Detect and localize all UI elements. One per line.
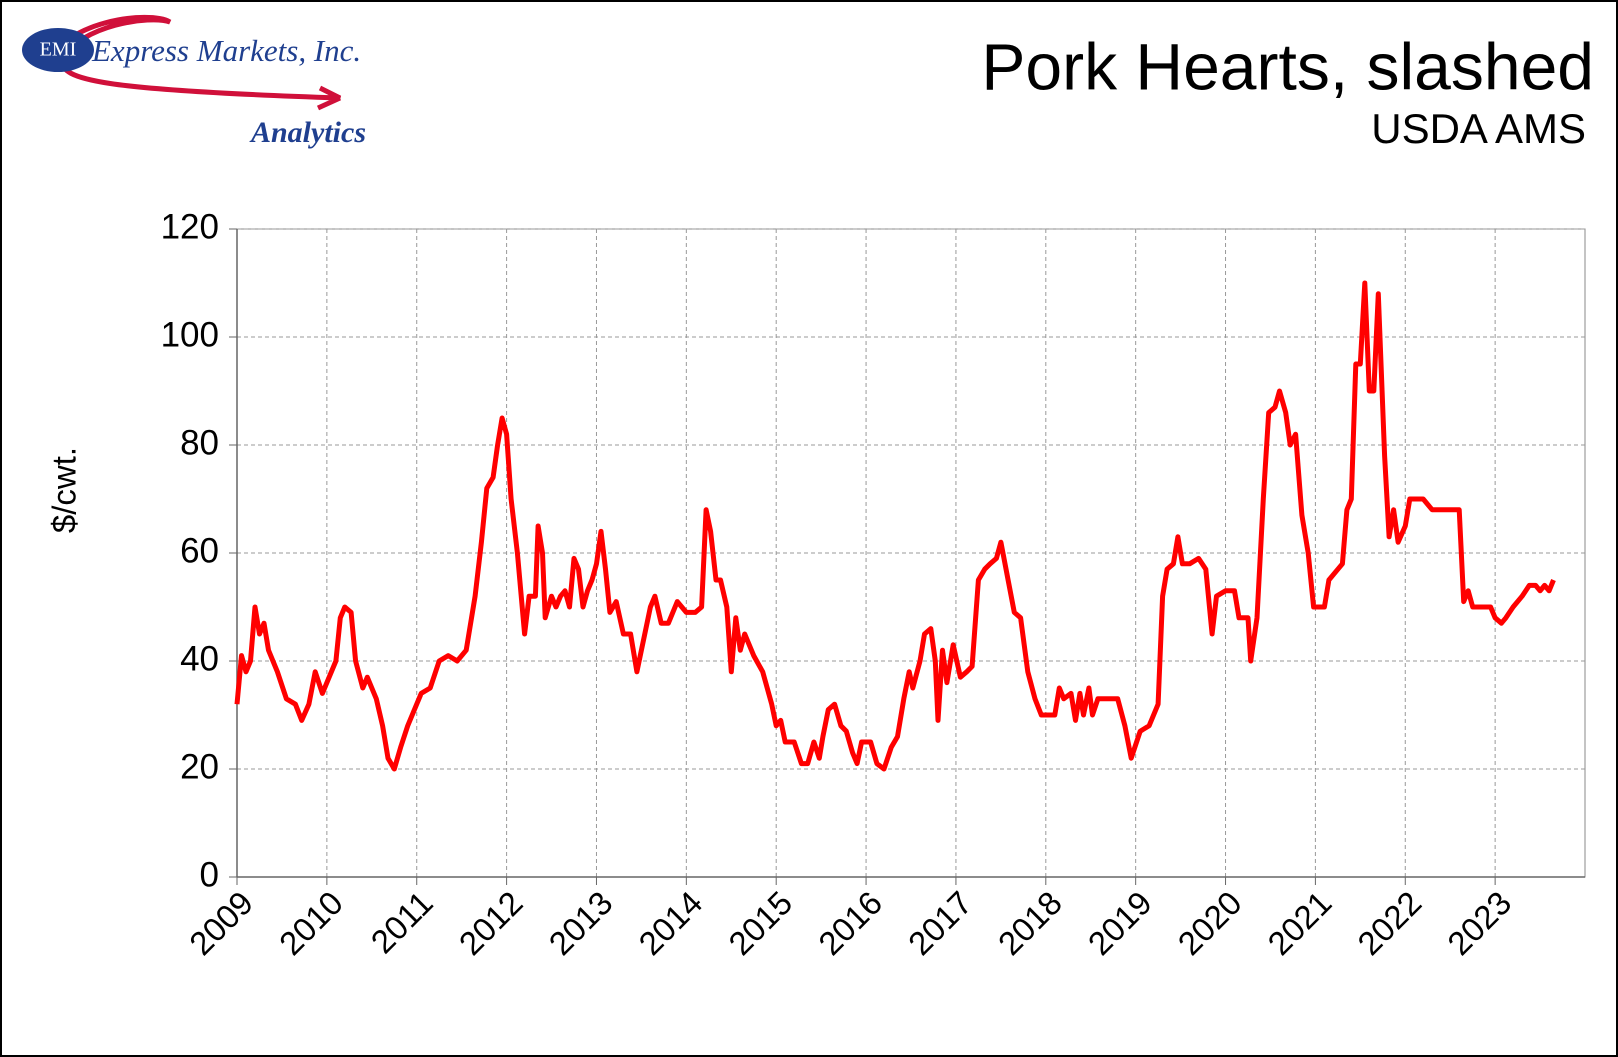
- logo-tagline: Analytics: [249, 116, 366, 149]
- y-tick-label: 0: [200, 855, 219, 894]
- y-tick-label: 100: [161, 315, 219, 354]
- logo-badge-text: EMI: [40, 39, 77, 61]
- y-tick-label: 120: [161, 207, 219, 246]
- chart-title: Pork Hearts, slashed: [981, 29, 1594, 103]
- y-axis-label: $/cwt.: [46, 447, 83, 533]
- logo-badge: [22, 28, 94, 72]
- chart-subtitle: USDA AMS: [1371, 105, 1586, 152]
- y-tick-label: 80: [180, 423, 219, 462]
- logo-name: Express Markets, Inc.: [91, 33, 361, 68]
- logo: EMI Express Markets, Inc. Analytics: [22, 14, 366, 149]
- y-tick-label: 20: [180, 747, 219, 786]
- line-series: [234, 280, 1556, 772]
- y-tick-label: 60: [180, 531, 219, 570]
- y-tick-label: 40: [180, 639, 219, 678]
